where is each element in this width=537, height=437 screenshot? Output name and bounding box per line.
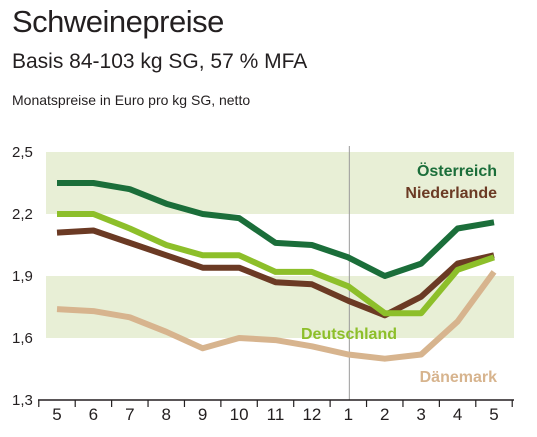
x-tick-label: 1	[344, 405, 353, 424]
series-label: Niederlande	[405, 185, 497, 202]
y-tick-label: 2,2	[12, 206, 33, 223]
x-tick-label: 8	[162, 405, 171, 424]
background-band-1	[46, 152, 514, 214]
series-line-niederlande	[56, 227, 495, 319]
x-tick-label: 5	[489, 405, 498, 424]
x-tick-label: 12	[302, 405, 321, 424]
x-tick-label: 5	[52, 405, 61, 424]
x-tick-label: 9	[198, 405, 207, 424]
x-tick-label: 6	[89, 405, 98, 424]
unit-note: Monatspreise in Euro pro kg SG, netto	[12, 92, 251, 108]
series-label: Österreich	[417, 161, 497, 180]
series-line-dnemark	[56, 270, 497, 362]
x-tick-label: 2	[380, 405, 389, 424]
x-tick-label: 10	[230, 405, 249, 424]
y-tick-label: 1,6	[12, 330, 33, 347]
x-tick-label: 4	[453, 405, 462, 424]
y-tick-label: 1,3	[12, 392, 33, 409]
x-tick-label: 7	[125, 405, 134, 424]
x-tick-label: 3	[416, 405, 425, 424]
series-label: Deutschland	[301, 326, 397, 343]
x-tick-label: 11	[267, 405, 285, 424]
chart-subtitle: Basis 84-103 kg SG, 57 % MFA	[12, 50, 308, 73]
chart-title: Schweinepreise	[12, 4, 224, 39]
y-tick-label: 1,9	[12, 268, 33, 285]
series-line-deutschland	[57, 211, 495, 317]
series-line-sterreich	[57, 180, 495, 279]
y-tick-label: 2,5	[12, 144, 33, 161]
series-label: Dänemark	[420, 369, 497, 386]
